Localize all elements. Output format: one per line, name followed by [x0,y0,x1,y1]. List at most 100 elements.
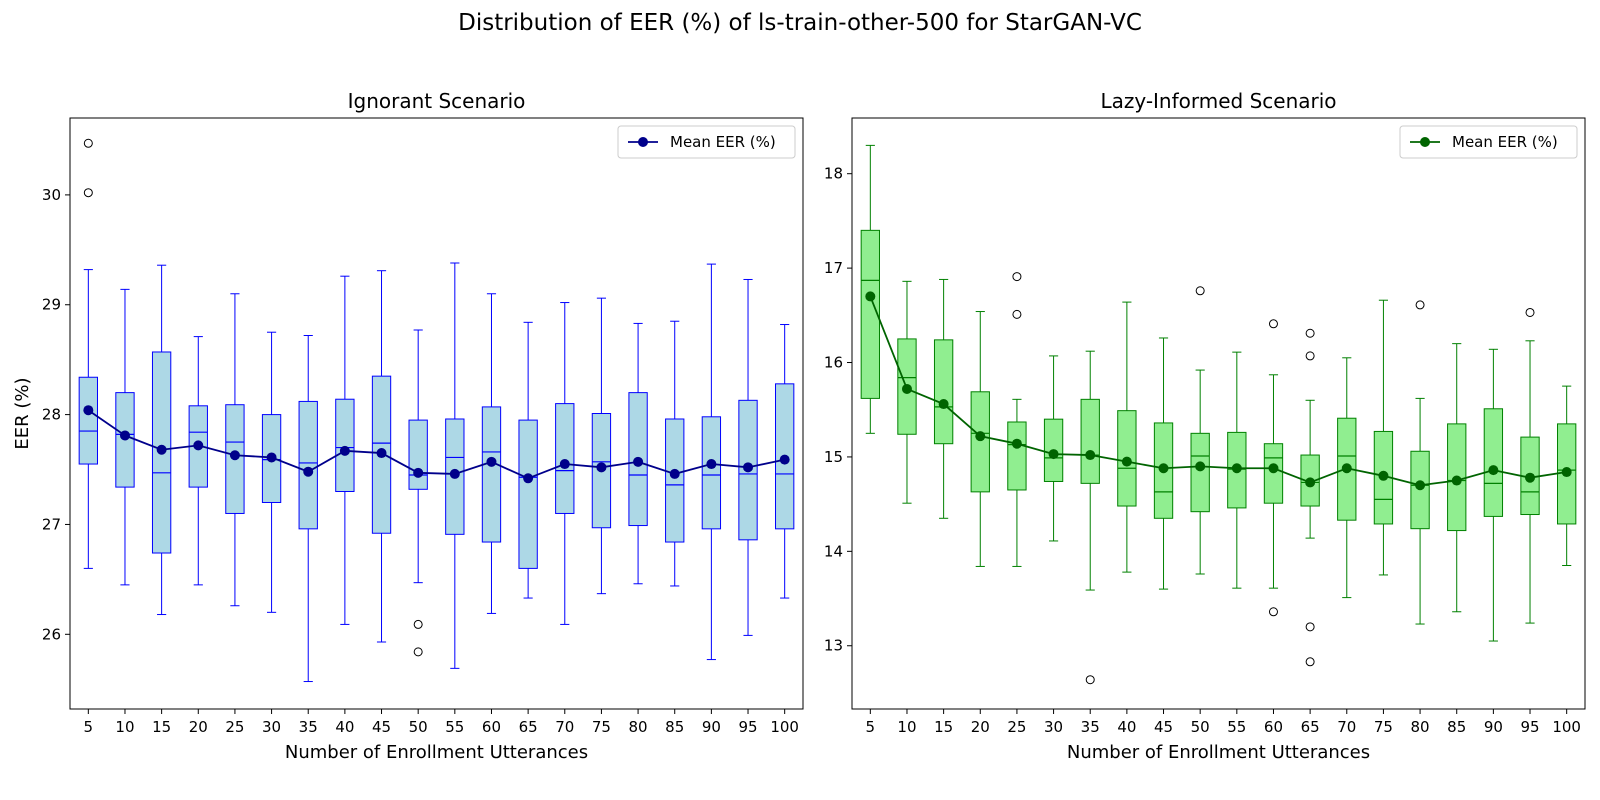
box-50 [1190,286,1210,575]
box-iqr [408,419,428,490]
box-iqr [335,398,355,492]
box-25 [1007,272,1027,567]
x-tick-label: 100 [770,718,799,736]
mean-point [1488,465,1499,476]
box-iqr [555,403,575,514]
outlier-point [1305,328,1315,338]
mean-point [1561,467,1572,478]
mean-point [193,440,204,451]
box-iqr [933,339,954,445]
outlier-point [1305,657,1315,667]
mean-point [779,454,790,465]
y-axis-label: EER (%) [12,377,33,449]
x-tick-label: 45 [1154,718,1173,736]
legend-label: Mean EER (%) [670,133,776,151]
mean-point [706,459,717,470]
x-tick-label: 85 [1447,718,1466,736]
chart-panel-2: Lazy-Informed Scenario 5 10 15 20 25 30 35 40 45 5… [824,89,1586,763]
mean-point [83,405,94,416]
box-15 [933,278,954,519]
y-tick-label: 13 [824,637,843,655]
outlier-point [1268,607,1278,617]
x-tick-label: 10 [897,718,916,736]
x-tick-label: 40 [335,718,354,736]
mean-point [865,291,876,302]
mean-point [156,444,167,455]
mean-point [266,452,277,463]
mean-point [1195,461,1206,472]
box-20 [970,311,990,567]
legend-marker [1420,137,1430,147]
box-80 [1410,300,1430,625]
legend-marker [638,137,648,147]
box-iqr [518,419,538,569]
x-tick-label: 55 [445,718,464,736]
y-tick-label: 26 [42,625,61,643]
y-tick-label: 28 [42,406,61,424]
outlier-point [1415,300,1425,310]
x-tick-label: 20 [971,718,990,736]
box-70 [1337,357,1357,599]
mean-point [523,473,534,484]
outlier-point [83,188,93,198]
box-50 [408,329,428,657]
x-tick-label: 5 [866,718,876,736]
box-70 [555,302,575,625]
y-tick-label: 15 [824,448,843,466]
outlier-point [1012,309,1022,319]
x-tick-label: 30 [262,718,281,736]
axes-frame [851,117,1586,710]
x-tick-label: 65 [519,718,538,736]
box-55 [445,262,465,669]
box-iqr [298,400,318,530]
mean-point [1231,463,1242,474]
box-iqr [701,416,722,530]
x-tick-label: 60 [482,718,501,736]
box-35 [1080,350,1100,685]
box-75 [1373,299,1394,576]
y-tick-label: 17 [824,259,843,277]
legend-box [1399,125,1578,159]
legend-box [617,125,796,159]
y-tick-label: 16 [824,354,843,372]
y-tick-label: 14 [824,542,843,560]
mean-point [559,459,570,470]
box-iqr [665,418,685,543]
box-20 [188,336,208,586]
box-40 [1117,301,1137,573]
box-iqr [860,229,880,399]
mean-point [1085,450,1096,461]
mean-point [449,468,460,479]
mean-point [1048,449,1059,460]
mean-point [975,431,986,442]
mean-point [119,430,130,441]
outlier-point [1012,272,1022,282]
box-iqr [1263,443,1284,504]
box-95 [1520,307,1540,624]
x-tick-label: 35 [1081,718,1100,736]
figure-title: Distribution of EER (%) of ls-train-othe… [458,10,1142,36]
legend-label: Mean EER (%) [1452,133,1558,151]
mean-point [376,448,387,459]
outlier-point [1305,622,1315,632]
box-90 [1483,348,1504,642]
mean-point [303,466,314,477]
box-5 [78,138,98,569]
x-tick-label: 70 [1337,718,1356,736]
box-30 [261,331,282,613]
outlier-point [1525,307,1535,317]
box-iqr [970,391,990,493]
box-95 [738,278,758,636]
mean-point [1158,463,1169,474]
mean-point [901,383,912,394]
box-35 [298,335,318,683]
mean-line [869,296,1567,487]
panel-title: Lazy-Informed Scenario [1100,89,1336,113]
panel-title: Ignorant Scenario [348,89,526,113]
x-tick-label: 50 [409,718,428,736]
y-tick-label: 30 [42,186,61,204]
mean-point [1341,463,1352,474]
mean-point [596,462,607,473]
